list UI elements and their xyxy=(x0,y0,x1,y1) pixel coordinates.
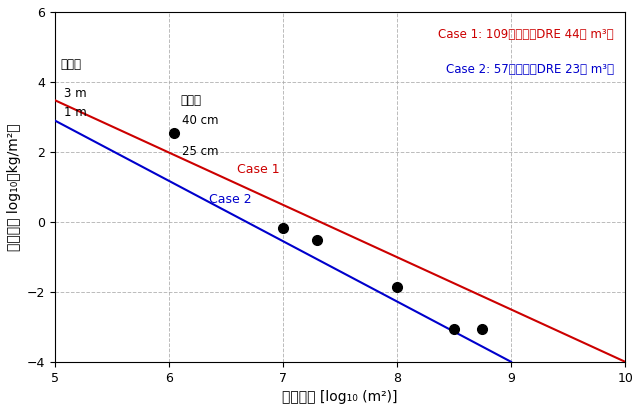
Point xyxy=(392,283,402,290)
Text: 火口縁: 火口縁 xyxy=(60,58,81,71)
Text: Case 1: Case 1 xyxy=(237,163,280,176)
X-axis label: 降灰面積 [log₁₀ (m²)]: 降灰面積 [log₁₀ (m²)] xyxy=(282,390,397,404)
Text: Case 1: 109万トン（DRE 44万 m³）: Case 1: 109万トン（DRE 44万 m³） xyxy=(438,28,614,41)
Text: 25 cm: 25 cm xyxy=(182,145,219,158)
Point xyxy=(477,325,488,332)
Text: 1 m: 1 m xyxy=(64,106,86,119)
Text: Case 2: Case 2 xyxy=(209,193,252,206)
Text: 山頂域: 山頂域 xyxy=(180,94,201,106)
Point xyxy=(170,129,180,136)
Y-axis label: 降灰重量 log₁₀（kg/m²）: 降灰重量 log₁₀（kg/m²） xyxy=(7,123,21,251)
Text: 40 cm: 40 cm xyxy=(182,114,219,127)
Text: Case 2: 57万トン（DRE 23万 m³）: Case 2: 57万トン（DRE 23万 m³） xyxy=(445,62,614,76)
Point xyxy=(278,225,288,231)
Point xyxy=(449,325,459,332)
Text: 3 m: 3 m xyxy=(64,87,86,99)
Point xyxy=(312,237,322,243)
